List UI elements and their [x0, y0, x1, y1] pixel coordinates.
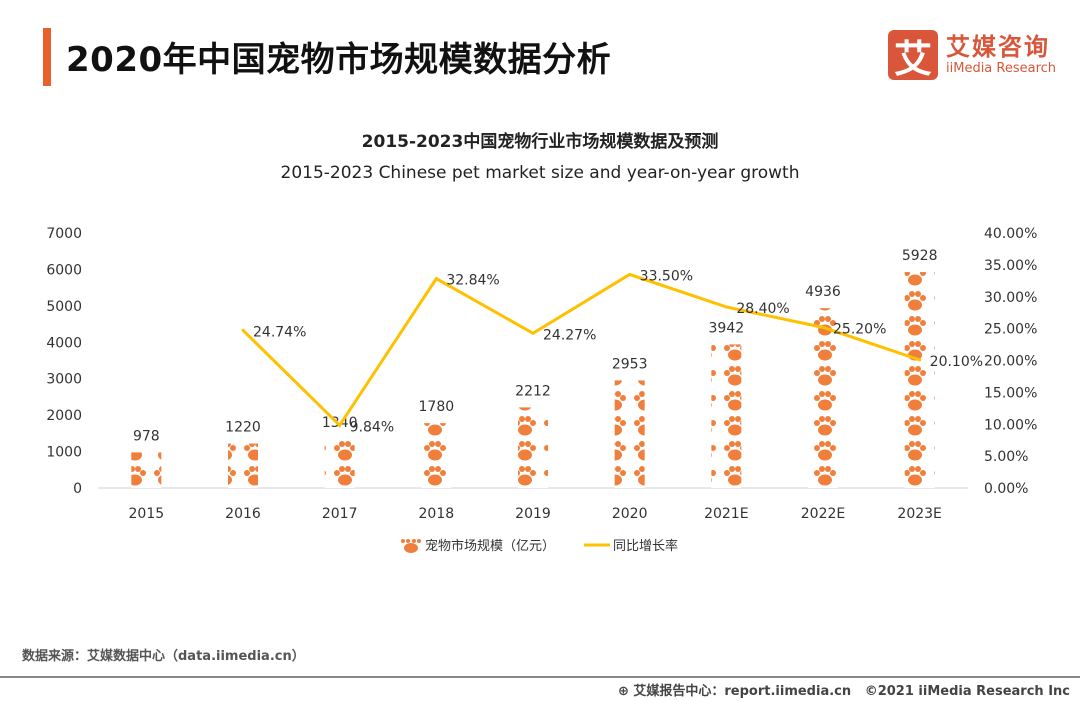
line-data-label: 9.84% [350, 419, 394, 435]
y-right-tick-label: 30.00% [984, 290, 1037, 306]
growth-rate-line [241, 272, 921, 428]
report-link[interactable]: 艾媒报告中心：report.iimedia.cn [633, 684, 852, 699]
bar-market-size [228, 443, 258, 488]
footer-info: ⊕ 艾媒报告中心：report.iimedia.cn ©2021 iiMedia… [618, 680, 1070, 699]
chart-subtitle: 2015-2023 Chinese pet market size and ye… [280, 163, 800, 183]
bar-market-size [131, 452, 162, 488]
legend-growth-rate: 同比增长率 [613, 538, 678, 554]
x-tick-label: 2017 [322, 506, 358, 522]
y-left-tick-label: 7000 [46, 226, 82, 242]
y-right-tick-label: 10.00% [984, 417, 1037, 433]
y-left-tick-label: 3000 [46, 372, 82, 388]
growth-rate-point [338, 423, 342, 427]
bar-market-size [808, 308, 838, 488]
iimedia-logo: 艾 艾媒咨询 iiMedia Research [888, 30, 1057, 81]
growth-rate-point [821, 325, 825, 329]
line-data-label: 28.40% [736, 301, 789, 317]
x-tick-label: 2020 [612, 506, 648, 522]
legend-paw-toe [406, 539, 410, 543]
y-left-tick-label: 2000 [46, 408, 82, 424]
chart-title: 2015-2023中国宠物行业市场规模数据及预测 [361, 132, 719, 152]
y-right-tick-label: 40.00% [984, 226, 1037, 242]
legend-paw-toe [417, 539, 421, 543]
bar-data-label: 1220 [225, 420, 261, 436]
bar-market-size [904, 272, 935, 488]
x-tick-label: 2023E [897, 506, 941, 522]
y-right-tick-label: 20.00% [984, 354, 1037, 370]
line-data-label: 33.50% [640, 268, 693, 284]
y-right-tick-label: 25.00% [984, 322, 1037, 338]
bar-market-size [421, 423, 452, 488]
page-title: 2020年中国宠物市场规模数据分析 [66, 40, 612, 80]
bar-data-label: 5928 [902, 248, 938, 264]
legend-market-size: 宠物市场规模（亿元） [425, 538, 555, 554]
x-tick-label: 2022E [801, 506, 845, 522]
bar-data-label: 3942 [709, 320, 745, 336]
line-data-label: 32.84% [446, 273, 499, 289]
growth-rate-point [724, 305, 728, 309]
y-left-tick-label: 4000 [46, 335, 82, 351]
bar-market-size [711, 344, 742, 488]
y-left-tick-label: 1000 [46, 445, 82, 461]
x-tick-label: 2021E [704, 506, 748, 522]
copyright: ©2021 iiMedia Research Inc [864, 684, 1070, 699]
logo-cn: 艾媒咨询 [946, 33, 1050, 61]
line-data-label: 25.20% [833, 321, 886, 337]
bar-market-size [324, 439, 355, 488]
bar-market-size [614, 380, 645, 488]
globe-icon: ⊕ [617, 684, 634, 699]
growth-rate-point [628, 272, 632, 276]
bar-data-label: 978 [133, 428, 160, 444]
logo-mark: 艾 [888, 30, 938, 81]
bar-data-label: 2212 [515, 383, 551, 399]
growth-rate-point [531, 331, 535, 335]
line-data-label: 24.74% [253, 324, 306, 340]
legend-paw-toe [401, 539, 405, 543]
growth-rate-point [241, 328, 245, 332]
line-data-label: 24.27% [543, 327, 596, 343]
x-tick-label: 2018 [419, 506, 455, 522]
growth-rate-point [918, 358, 922, 362]
x-tick-label: 2016 [225, 506, 261, 522]
y-left-tick-label: 6000 [46, 262, 82, 278]
title-accent-bar [43, 28, 51, 86]
y-left-tick-label: 0 [73, 481, 82, 497]
y-left-tick-label: 5000 [46, 299, 82, 315]
growth-rate-point [434, 277, 438, 281]
footer-divider [0, 676, 1080, 678]
bar-market-size [518, 407, 548, 488]
x-tick-label: 2019 [515, 506, 551, 522]
logo-en: iiMedia Research [946, 61, 1057, 76]
bar-data-label: 1780 [419, 399, 455, 415]
y-right-tick-label: 15.00% [984, 385, 1037, 401]
bar-data-label: 2953 [612, 356, 648, 372]
legend-paw-toe [412, 539, 416, 543]
y-right-tick-label: 35.00% [984, 258, 1037, 274]
line-data-label: 20.10% [930, 354, 983, 370]
y-right-tick-label: 0.00% [984, 481, 1028, 497]
legend-paw-icon [404, 543, 418, 553]
x-tick-label: 2015 [129, 506, 165, 522]
bar-data-label: 4936 [805, 284, 841, 300]
y-right-tick-label: 5.00% [984, 449, 1028, 465]
data-source: 数据来源：艾媒数据中心（data.iimedia.cn） [22, 649, 305, 664]
